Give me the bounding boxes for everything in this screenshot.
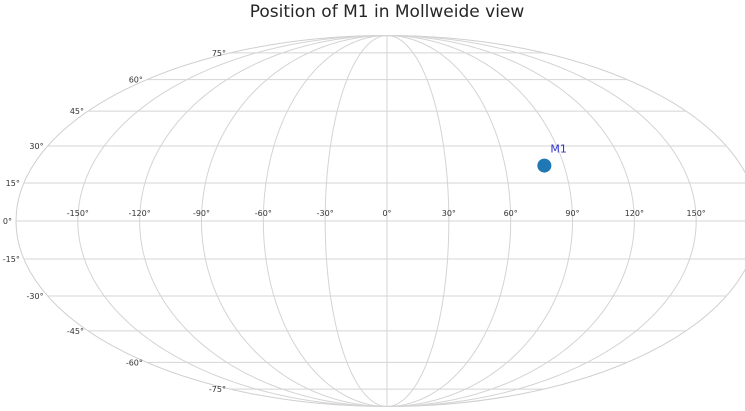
latitude-tick-labels: -75° -60° -45° -30° -15° 0° 15° 30° 45° 60° 75° — [3, 49, 226, 394]
data-points: M1 — [537, 143, 567, 173]
lon-tick-label: 30° — [442, 209, 456, 218]
lat-tick-label: 0° — [3, 217, 12, 226]
lon-tick-label: 0° — [382, 209, 391, 218]
lat-tick-label: -30° — [27, 292, 44, 301]
data-point-marker — [537, 158, 552, 173]
lon-tick-label: 150° — [687, 209, 706, 218]
lat-tick-label: 30° — [29, 142, 43, 151]
lon-tick-label: -30° — [317, 209, 334, 218]
longitude-tick-labels: -150° -120° -90° -60° -30° 0° 30° 60° 90° 120° 150… — [67, 209, 706, 218]
chart-title: Position of M1 in Mollweide view — [250, 2, 525, 22]
lon-tick-label: -90° — [193, 209, 210, 218]
lon-tick-label: -60° — [255, 209, 272, 218]
lon-tick-label: -150° — [67, 209, 89, 218]
lat-tick-label: 60° — [129, 76, 143, 85]
lon-tick-label: 60° — [504, 209, 518, 218]
lat-tick-label: -60° — [126, 358, 143, 367]
lat-tick-label: 15° — [6, 179, 20, 188]
lat-tick-label: -75° — [209, 385, 226, 394]
lat-tick-label: -45° — [67, 327, 84, 336]
data-point-label: M1 — [550, 143, 567, 156]
lon-tick-label: 120° — [625, 209, 644, 218]
lat-tick-label: 45° — [70, 107, 84, 116]
lon-tick-label: 90° — [565, 209, 579, 218]
graticule — [16, 35, 745, 407]
lon-tick-label: -120° — [129, 209, 151, 218]
lat-tick-label: -15° — [3, 255, 20, 264]
lat-tick-label: 75° — [212, 49, 226, 58]
